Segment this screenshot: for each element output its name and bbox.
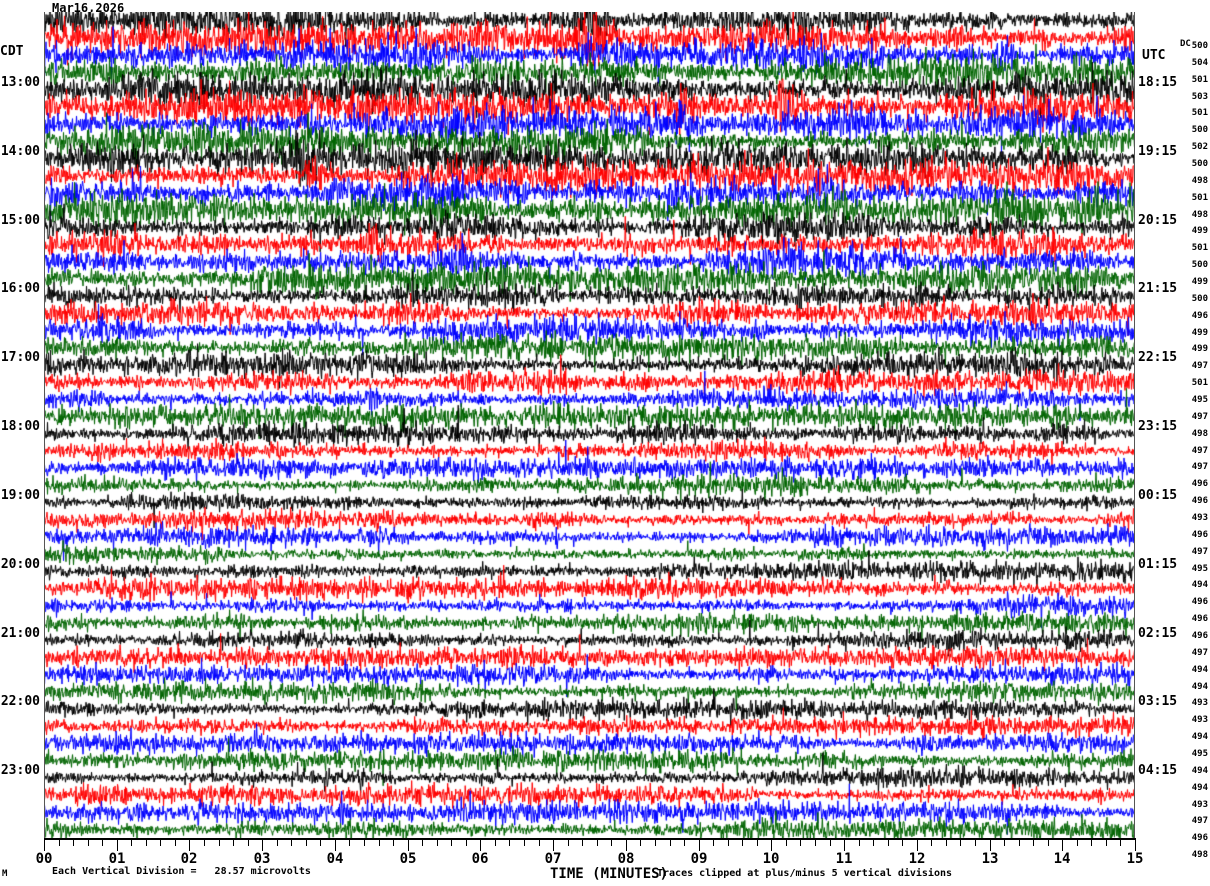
cdt-hour-label: 15:00 (0, 212, 40, 228)
header-date: Mar16,2026 (52, 1, 125, 15)
cdt-hour-label: 19:00 (0, 487, 40, 503)
clipping-note: Traces clipped at plus/minus 5 vertical … (657, 868, 953, 879)
utc-hour-label: 02:15 (1138, 625, 1178, 641)
dc-value: 497 (1191, 816, 1208, 827)
dc-value: 494 (1191, 782, 1208, 793)
dc-value: 493 (1191, 799, 1208, 810)
dc-value: 494 (1191, 580, 1208, 591)
dc-value: 501 (1191, 74, 1208, 85)
dc-value: 496 (1191, 310, 1208, 321)
utc-hour-label: 00:15 (1138, 487, 1178, 503)
dc-value: 501 (1191, 108, 1208, 119)
cdt-hour-label: 23:00 (0, 763, 40, 779)
dc-value: 501 (1191, 378, 1208, 389)
dc-value: 499 (1191, 344, 1208, 355)
dc-value: 497 (1191, 361, 1208, 372)
dc-value: 498 (1191, 209, 1208, 220)
dc-value: 493 (1191, 715, 1208, 726)
dc-value: 497 (1191, 445, 1208, 456)
utc-hour-label: 18:15 (1138, 74, 1178, 90)
cdt-hour-label: 20:00 (0, 556, 40, 572)
cdt-hour-label: 17:00 (0, 350, 40, 366)
dc-value: 495 (1191, 563, 1208, 574)
utc-timezone-label: UTC (1142, 48, 1166, 63)
utc-hour-label: 01:15 (1138, 556, 1178, 572)
utc-hour-label: 19:15 (1138, 143, 1178, 159)
dc-value: 495 (1191, 395, 1208, 405)
dc-value: 501 (1191, 243, 1208, 254)
dc-value: 494 (1191, 765, 1208, 776)
dc-value: 498 (1191, 850, 1208, 861)
dc-value: 504 (1191, 57, 1208, 68)
dc-value: 498 (1191, 175, 1208, 186)
dc-value: 500 (1191, 159, 1208, 169)
utc-hour-label: 20:15 (1138, 212, 1178, 228)
dc-value: 499 (1191, 327, 1208, 338)
dc-value: 495 (1191, 749, 1208, 759)
x-axis-line (44, 838, 1136, 840)
cdt-timezone-label: CDT (0, 44, 24, 59)
utc-hour-label: 03:15 (1138, 694, 1178, 710)
utc-hour-label: 22:15 (1138, 350, 1178, 366)
dc-value: 499 (1191, 226, 1208, 237)
seismogram-canvas (44, 12, 1135, 838)
cdt-hour-label: 22:00 (0, 694, 40, 710)
cdt-hour-label: 21:00 (0, 625, 40, 641)
cdt-hour-label: 14:00 (0, 143, 40, 159)
corner-glyph: M (2, 869, 8, 879)
utc-hour-label: 21:15 (1138, 281, 1178, 297)
dc-value: 500 (1191, 260, 1208, 271)
cdt-hour-label: 13:00 (0, 74, 40, 90)
dc-value: 496 (1191, 833, 1208, 844)
dc-value: 497 (1191, 411, 1208, 422)
dc-value: 496 (1191, 597, 1208, 608)
dc-value: 500 (1191, 125, 1208, 136)
dc-value: 497 (1191, 546, 1208, 557)
utc-hour-label: 04:15 (1138, 763, 1178, 779)
helicorder-plot (44, 12, 1135, 838)
dc-value: 500 (1191, 293, 1208, 304)
dc-value: 496 (1191, 631, 1208, 641)
dc-value: 496 (1191, 479, 1208, 490)
vertical-division-note: Each Vertical Division = 28.57 microvolt… (52, 866, 311, 877)
dc-value: 498 (1191, 428, 1208, 439)
dc-column-header: DC (1180, 39, 1191, 49)
dc-value: 493 (1191, 513, 1208, 523)
dc-value: 494 (1191, 681, 1208, 692)
cdt-hour-label: 16:00 (0, 281, 40, 297)
dc-value: 497 (1191, 647, 1208, 658)
dc-value: 502 (1191, 142, 1208, 153)
dc-value: 496 (1191, 496, 1208, 507)
dc-value: 501 (1191, 192, 1208, 203)
dc-value: 500 (1191, 41, 1208, 51)
dc-value: 497 (1191, 462, 1208, 473)
utc-hour-label: 23:15 (1138, 419, 1178, 434)
dc-value: 499 (1191, 277, 1208, 287)
dc-value: 493 (1191, 698, 1208, 709)
dc-value: 496 (1191, 529, 1208, 540)
dc-value: 496 (1191, 614, 1208, 625)
cdt-hour-label: 18:00 (0, 419, 40, 434)
x-axis-title: TIME (MINUTES) (550, 866, 669, 882)
dc-value: 494 (1191, 732, 1208, 743)
dc-value: 494 (1191, 664, 1208, 675)
dc-value: 503 (1191, 91, 1208, 102)
